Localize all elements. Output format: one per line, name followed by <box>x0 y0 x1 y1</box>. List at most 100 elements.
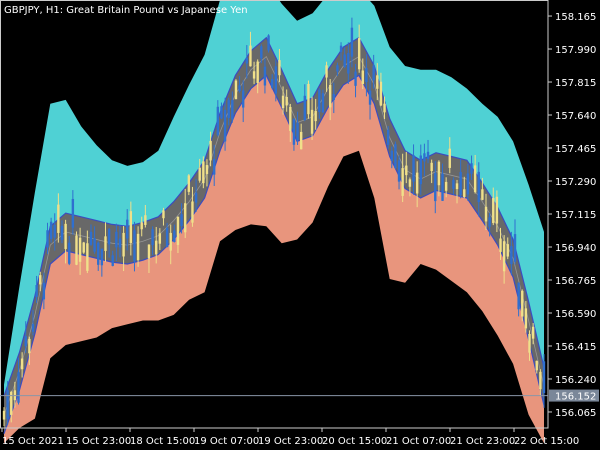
candle <box>394 141 397 170</box>
candle <box>194 178 198 212</box>
candle <box>350 17 354 68</box>
candle <box>28 336 31 365</box>
candle <box>267 34 270 53</box>
candle <box>42 272 46 310</box>
candle <box>252 61 256 85</box>
candle <box>390 146 393 169</box>
candle <box>292 118 296 151</box>
candle <box>325 61 328 92</box>
y-tick-label: 157.115 <box>555 210 596 221</box>
candle <box>419 144 422 195</box>
candle <box>147 244 151 273</box>
candle <box>299 123 303 150</box>
candle <box>20 352 24 378</box>
candle <box>336 62 339 76</box>
y-tick-label: 156.765 <box>555 276 596 287</box>
candle <box>82 241 85 254</box>
candle <box>412 144 415 195</box>
chart-title: GBPJPY, H1: Great Britain Pound vs Japan… <box>4 5 248 16</box>
y-tick-label: 157.990 <box>555 45 596 56</box>
candle <box>126 209 129 251</box>
candle <box>2 407 6 427</box>
current-price-box <box>549 389 599 402</box>
candle <box>35 275 38 303</box>
candle <box>118 225 122 258</box>
candle <box>524 301 528 333</box>
channel-fill <box>4 37 544 434</box>
y-tick-label: 158.165 <box>555 12 596 23</box>
y-tick-label: 157.815 <box>555 78 596 89</box>
candle <box>24 321 27 353</box>
candle <box>133 221 136 272</box>
candle <box>303 84 307 122</box>
candle <box>155 226 158 264</box>
candle <box>238 76 241 93</box>
candle <box>158 228 162 250</box>
current-price-label: 156.152 <box>555 392 596 403</box>
candle <box>220 102 223 120</box>
candle <box>448 137 451 174</box>
candle <box>347 42 350 84</box>
candle <box>517 282 520 317</box>
candle <box>437 160 441 197</box>
y-tick-label: 156.065 <box>555 408 596 419</box>
candle <box>488 212 491 237</box>
candle <box>383 96 386 119</box>
indicator-bands <box>3 0 545 444</box>
candle <box>354 63 357 98</box>
candle <box>17 357 20 405</box>
candle <box>270 74 274 90</box>
candle <box>466 163 470 201</box>
candle <box>64 219 67 264</box>
candle <box>231 91 234 123</box>
candle <box>260 44 263 64</box>
candle <box>111 250 114 267</box>
candle <box>31 310 35 336</box>
y-tick-label: 156.240 <box>555 375 596 386</box>
candle <box>46 222 49 255</box>
candle <box>307 80 310 119</box>
x-tick-label: 18 Oct 15:00 <box>130 436 195 447</box>
candle <box>241 80 245 123</box>
candle <box>198 158 201 183</box>
candle <box>78 227 82 275</box>
candle <box>535 360 538 374</box>
candle <box>39 271 42 292</box>
y-tick-label: 156.415 <box>555 342 596 353</box>
candle <box>397 155 401 190</box>
candle <box>415 161 419 208</box>
x-tick-label: 19 Oct 23:00 <box>258 436 323 447</box>
y-tick-label: 156.940 <box>555 243 596 254</box>
candle <box>361 58 364 90</box>
candle <box>492 187 495 226</box>
candle <box>202 156 205 189</box>
candle <box>53 213 56 251</box>
candle <box>521 289 524 322</box>
x-tick-label: 22 Oct 15:00 <box>514 436 579 447</box>
candle <box>75 231 78 266</box>
candle <box>296 111 299 145</box>
candle <box>379 72 383 107</box>
lower-band <box>4 75 544 444</box>
candle <box>386 126 390 149</box>
candle <box>144 205 147 228</box>
candle <box>372 54 375 89</box>
candle <box>365 54 368 97</box>
candle <box>89 224 93 246</box>
candle <box>129 201 133 256</box>
candle <box>426 139 430 164</box>
candle <box>213 145 216 187</box>
candle <box>441 163 444 201</box>
candle <box>173 224 176 243</box>
candle <box>314 98 317 130</box>
candle <box>513 219 517 265</box>
candle <box>285 89 288 112</box>
candle <box>162 207 165 226</box>
x-tick-label: 21 Oct 23:00 <box>450 436 515 447</box>
candle <box>339 42 343 61</box>
candle <box>184 188 187 239</box>
candle <box>434 160 437 214</box>
y-tick-label: 157.465 <box>555 144 596 155</box>
